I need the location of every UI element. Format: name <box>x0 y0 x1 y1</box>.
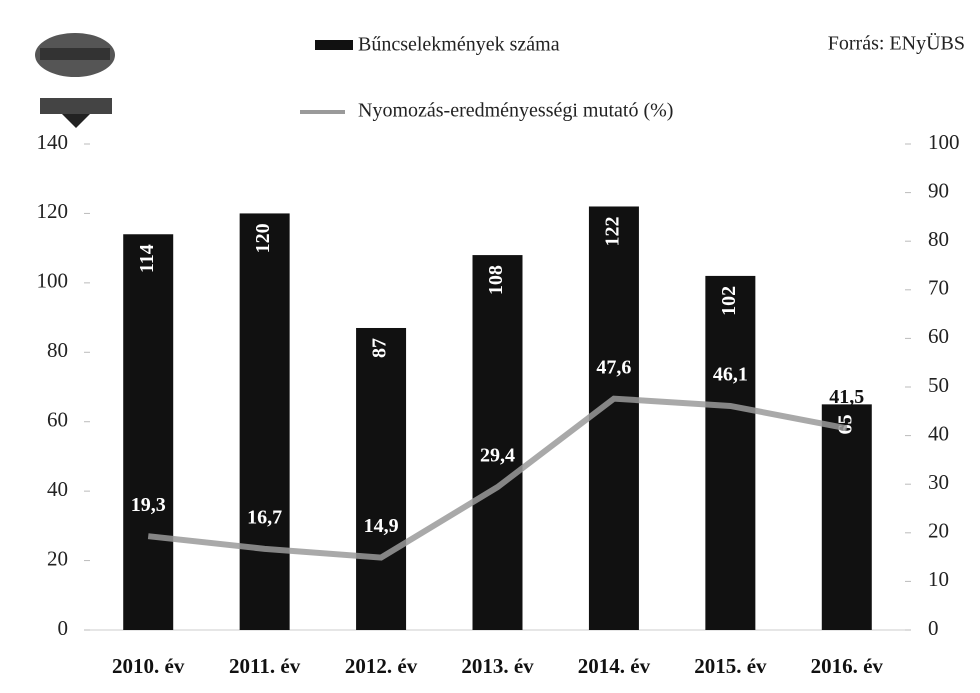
y2-tick-label: 60 <box>928 324 949 348</box>
bar <box>705 275 756 630</box>
bar <box>239 213 290 630</box>
y2-tick-label: 70 <box>928 276 949 300</box>
legend-label: Nyomozás-eredményességi mutató (%) <box>358 100 673 122</box>
line <box>147 395 848 561</box>
bar-value-label: 122 <box>602 216 624 246</box>
bar <box>123 234 174 630</box>
line-value-label: 47,6 <box>596 356 631 378</box>
line-value-label: 41,5 <box>829 386 864 408</box>
y-tick-label: 40 <box>47 477 68 501</box>
bar-value-label: 108 <box>485 265 507 295</box>
y2-tick-label: 20 <box>928 519 949 543</box>
y-tick-label: 120 <box>37 199 69 223</box>
line-value-label: 29,4 <box>480 445 515 467</box>
logo <box>35 33 115 128</box>
y-tick-label: 100 <box>37 269 69 293</box>
bar-value-label: 114 <box>136 244 158 273</box>
y-tick-label: 80 <box>47 338 68 362</box>
y2-tick-label: 10 <box>928 567 949 591</box>
legend-label: Bűncselekmények száma <box>358 34 560 56</box>
bar <box>821 404 872 630</box>
y2-tick-label: 40 <box>928 421 949 445</box>
y2-tick-label: 0 <box>928 616 939 640</box>
legend-swatch <box>315 40 353 50</box>
bar <box>588 206 639 630</box>
source: Forrás: ENyÜBS <box>828 32 965 55</box>
x-tick-label: 2011. év <box>229 654 301 678</box>
line-value-label: 14,9 <box>364 515 399 537</box>
y-tick-label: 140 <box>37 130 69 154</box>
bar-value-label: 102 <box>718 286 740 316</box>
bar-value-label: 87 <box>369 338 391 358</box>
x-tick-label: 2016. év <box>811 654 884 678</box>
y2-tick-label: 100 <box>928 130 960 154</box>
bar-value-label: 120 <box>252 223 274 253</box>
x-tick-label: 2014. év <box>578 654 651 678</box>
y2-tick-label: 30 <box>928 470 949 494</box>
x-tick-label: 2015. év <box>694 654 767 678</box>
y2-tick-label: 90 <box>928 178 949 202</box>
y-tick-label: 20 <box>47 546 68 570</box>
line-value-label: 19,3 <box>131 494 166 516</box>
bar <box>472 255 523 631</box>
line-value-label: 16,7 <box>247 506 282 528</box>
bar <box>356 327 407 630</box>
x-tick-label: 2010. év <box>112 654 185 678</box>
y-tick-label: 0 <box>58 616 69 640</box>
y2-tick-label: 50 <box>928 373 949 397</box>
x-tick-label: 2013. év <box>461 654 534 678</box>
x-tick-label: 2012. év <box>345 654 418 678</box>
y2-tick-label: 80 <box>928 227 949 251</box>
y-tick-label: 60 <box>47 408 68 432</box>
line-value-label: 46,1 <box>713 364 748 386</box>
